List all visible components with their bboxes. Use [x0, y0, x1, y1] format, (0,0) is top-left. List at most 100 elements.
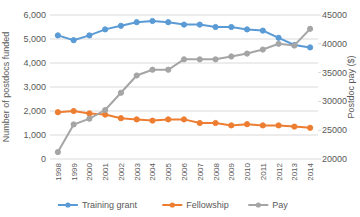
series-marker — [292, 42, 297, 47]
y2-axis-title: Postdoc pay ($) — [346, 55, 356, 118]
series-marker — [229, 24, 234, 29]
legend: Training grantFellowshipPay — [58, 200, 288, 210]
series-marker — [213, 120, 218, 125]
series-marker — [118, 23, 123, 28]
series-marker — [197, 57, 202, 62]
y-tick-label: 0 — [41, 154, 46, 164]
series-marker — [213, 57, 218, 62]
legend-label: Fellowship — [186, 200, 229, 210]
series-marker — [276, 41, 281, 46]
legend-marker — [65, 202, 70, 207]
series-marker — [71, 122, 76, 127]
y-tick-label: 6,000 — [23, 10, 46, 20]
series-marker — [181, 117, 186, 122]
y2-tick — [318, 101, 321, 102]
x-tick-label: 2012 — [275, 162, 284, 180]
x-tick-label: 2002 — [117, 162, 126, 180]
series-marker — [55, 110, 60, 115]
series-marker — [244, 122, 249, 127]
series-marker — [213, 24, 218, 29]
grid-line — [50, 135, 318, 136]
y2-tick-label: 20000 — [322, 154, 347, 164]
x-tick-label: 2014 — [306, 162, 315, 180]
x-tick-label: 2004 — [148, 162, 157, 180]
series-marker — [197, 22, 202, 27]
series-marker — [181, 22, 186, 27]
x-tick-label: 1999 — [70, 162, 79, 180]
y2-tick-label: 30000 — [322, 96, 347, 106]
legend-marker — [256, 202, 261, 207]
series-marker — [134, 117, 139, 122]
series-marker — [150, 18, 155, 23]
y2-tick-label: 35000 — [322, 68, 347, 78]
y2-tick — [318, 15, 321, 16]
series-marker — [134, 20, 139, 25]
series-marker — [292, 43, 297, 48]
legend-label: Training grant — [82, 200, 138, 210]
y-tick-label: 4,000 — [23, 58, 46, 68]
series-marker — [71, 38, 76, 43]
series-marker — [308, 125, 313, 130]
series-line — [58, 29, 310, 152]
series-marker — [87, 111, 92, 116]
x-tick-label: 2011 — [259, 162, 268, 180]
series-marker — [166, 67, 171, 72]
x-tick-label: 2003 — [133, 162, 142, 180]
x-tick-label: 2006 — [180, 162, 189, 180]
grid-line — [50, 15, 318, 16]
y2-tick — [318, 43, 321, 44]
series-marker — [166, 117, 171, 122]
chart: 0 1,000 2,000 3,000 4,000 5,000 6,000 20000 2500… — [0, 0, 360, 217]
series-marker — [71, 108, 76, 113]
legend-marker — [170, 202, 175, 207]
y2-tick — [318, 159, 321, 160]
x-tick-label: 2007 — [196, 162, 205, 180]
series-line — [58, 111, 310, 128]
series-marker — [55, 149, 60, 154]
y-tick-label: 5,000 — [23, 34, 46, 44]
series-marker — [134, 73, 139, 78]
grid-line — [50, 63, 318, 64]
series-marker — [87, 116, 92, 121]
series-marker — [229, 54, 234, 59]
series-marker — [260, 47, 265, 52]
series-marker — [118, 90, 123, 95]
x-tick-label: 2005 — [164, 162, 173, 180]
y-axis-title: Number of postdocs funded — [1, 32, 11, 143]
y2-tick-label: 40000 — [322, 39, 347, 49]
series-marker — [55, 33, 60, 38]
series-marker — [308, 45, 313, 50]
series-marker — [308, 26, 313, 31]
grid-line — [50, 87, 318, 88]
y2-tick-label: 25000 — [322, 125, 347, 135]
series-marker — [244, 51, 249, 56]
y2-tick-label: 45000 — [322, 10, 347, 20]
series-marker — [150, 67, 155, 72]
x-tick-label: 2010 — [243, 162, 252, 180]
series-marker — [244, 27, 249, 32]
plot-area — [55, 18, 312, 154]
x-tick-label: 2008 — [212, 162, 221, 180]
series-marker — [118, 116, 123, 121]
series-marker — [181, 57, 186, 62]
x-tick-label: 2001 — [101, 162, 110, 180]
x-tick-label: 2013 — [290, 162, 299, 180]
series-marker — [292, 124, 297, 129]
series-line — [58, 21, 310, 47]
grid-line — [50, 159, 318, 160]
x-tick-label: 2009 — [227, 162, 236, 180]
y-tick-label: 1,000 — [23, 130, 46, 140]
series-marker — [229, 123, 234, 128]
series-marker — [166, 20, 171, 25]
x-tick-label: 1998 — [54, 162, 63, 180]
series-marker — [103, 107, 108, 112]
y-tick-label: 2,000 — [23, 106, 46, 116]
series-marker — [260, 28, 265, 33]
series-marker — [276, 35, 281, 40]
series-marker — [150, 118, 155, 123]
y-tick-label: 3,000 — [23, 82, 46, 92]
series-marker — [87, 33, 92, 38]
series-marker — [197, 120, 202, 125]
series-marker — [260, 123, 265, 128]
series-marker — [276, 123, 281, 128]
